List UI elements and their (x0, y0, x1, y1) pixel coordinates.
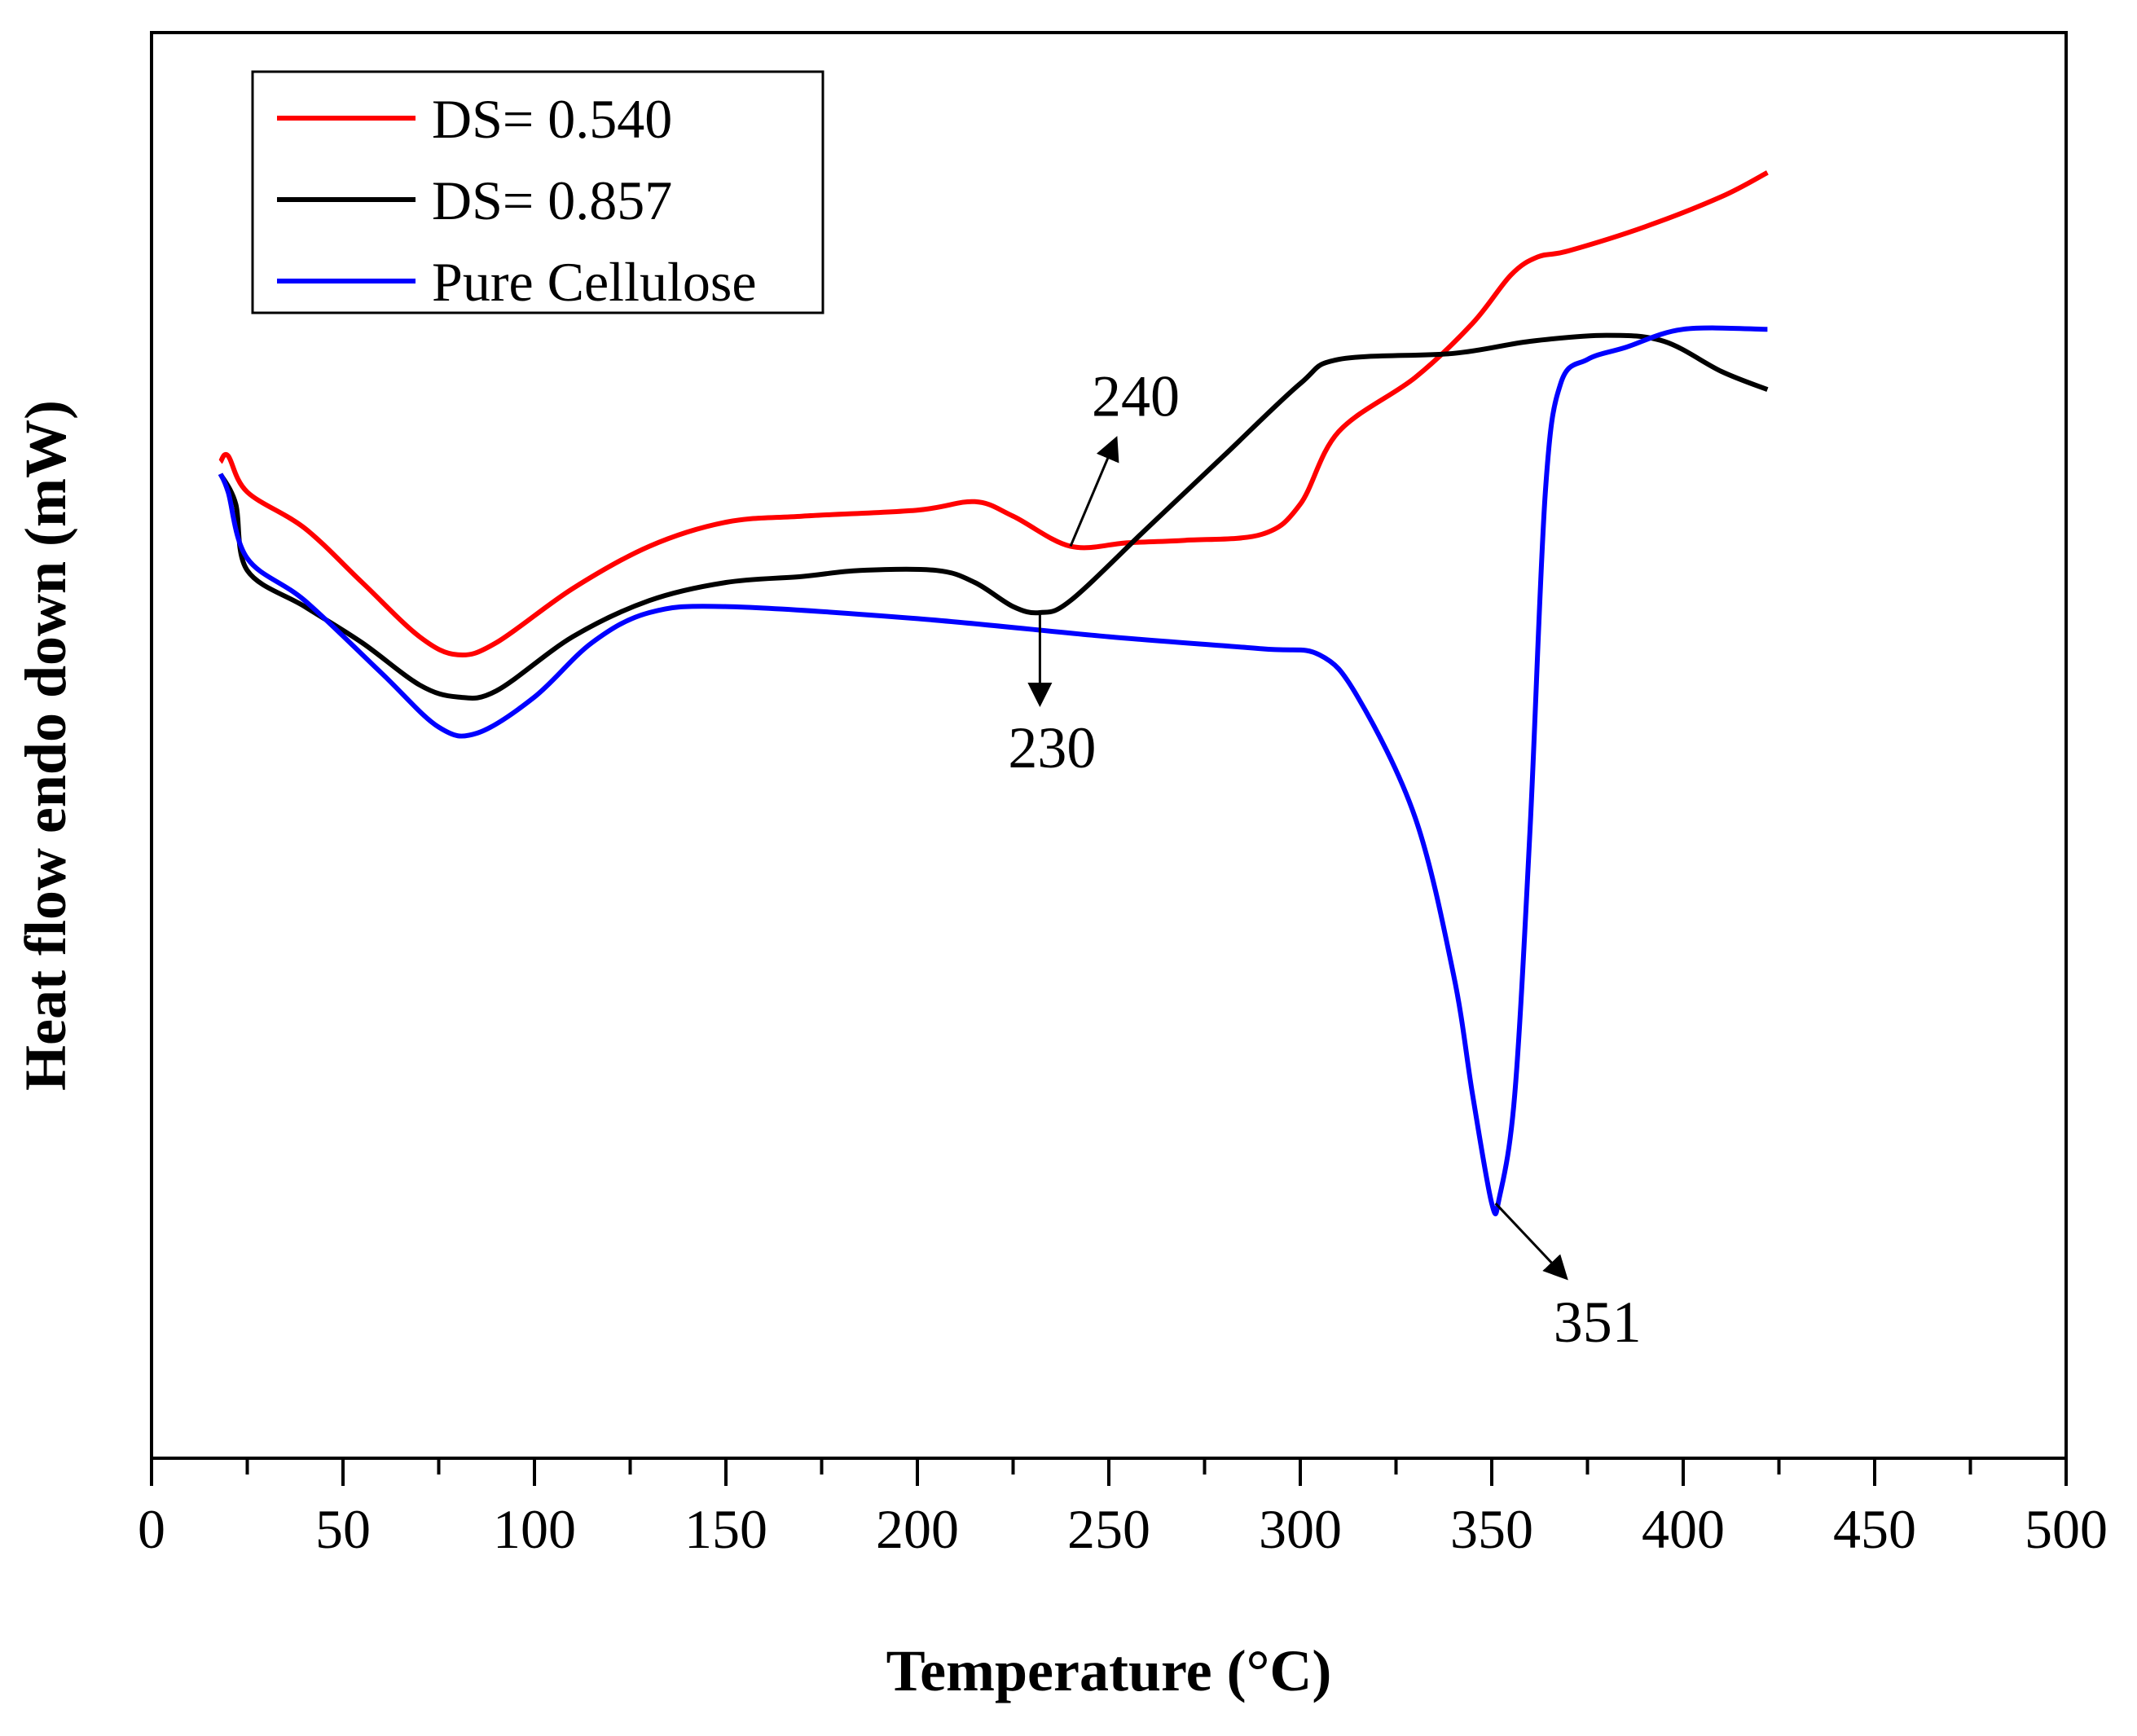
x-tick-label: 0 (138, 1498, 165, 1560)
x-tick-label: 400 (1642, 1498, 1725, 1560)
x-tick-label: 50 (315, 1498, 371, 1560)
x-tick-label: 300 (1259, 1498, 1342, 1560)
legend-label: Pure Cellulose (432, 251, 757, 313)
annotation-arrow (1069, 436, 1119, 547)
x-tick-label: 450 (1833, 1498, 1916, 1560)
annotation-arrow (1494, 1202, 1568, 1281)
y-axis-title: Heat flow endo down (mW) (13, 400, 78, 1091)
legend-label: DS= 0.540 (432, 88, 672, 150)
x-tick-label: 350 (1450, 1498, 1533, 1560)
x-tick-label: 100 (493, 1498, 576, 1560)
legend-label: DS= 0.857 (432, 169, 672, 231)
legend-box (251, 70, 824, 314)
x-tick-label: 500 (2025, 1498, 2108, 1560)
x-tick-label: 250 (1067, 1498, 1150, 1560)
annotation-label: 351 (1554, 1290, 1642, 1355)
annotation-label: 230 (1008, 715, 1096, 780)
series-line-pure-cellulose (218, 325, 1768, 1216)
x-axis-title: Temperature (°C) (886, 1638, 1332, 1703)
x-tick-label: 200 (876, 1498, 959, 1560)
series-line-ds-0540 (218, 170, 1769, 658)
x-tick-label: 150 (684, 1498, 767, 1560)
legend: DS= 0.540 DS= 0.857 Pure Cellulose (251, 70, 824, 314)
series-line-ds-0857 (218, 332, 1769, 701)
annotation-label: 240 (1092, 364, 1180, 429)
